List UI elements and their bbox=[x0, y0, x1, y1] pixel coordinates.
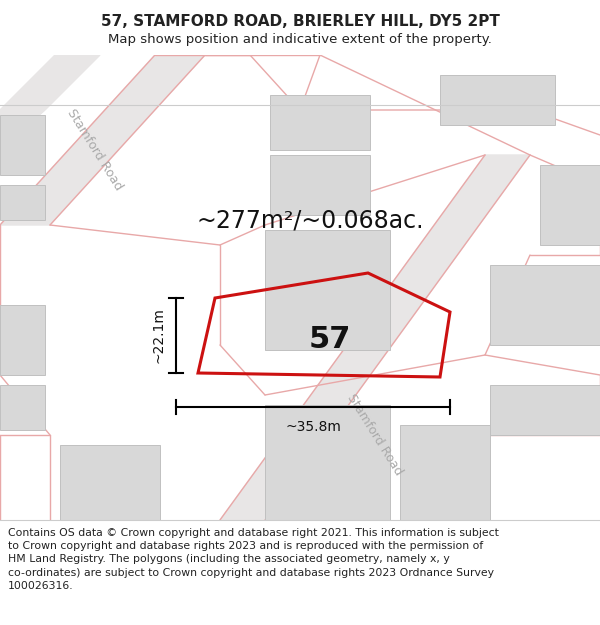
Polygon shape bbox=[270, 155, 370, 215]
Text: ~35.8m: ~35.8m bbox=[285, 420, 341, 434]
Polygon shape bbox=[270, 95, 370, 150]
Text: Stamford Road: Stamford Road bbox=[65, 107, 125, 193]
Polygon shape bbox=[0, 385, 45, 430]
Polygon shape bbox=[0, 55, 100, 150]
Text: Map shows position and indicative extent of the property.: Map shows position and indicative extent… bbox=[108, 34, 492, 46]
Polygon shape bbox=[220, 155, 530, 520]
Polygon shape bbox=[265, 405, 390, 520]
Text: 57, STAMFORD ROAD, BRIERLEY HILL, DY5 2PT: 57, STAMFORD ROAD, BRIERLEY HILL, DY5 2P… bbox=[101, 14, 499, 29]
Text: ~22.1m: ~22.1m bbox=[151, 308, 165, 363]
Text: Stamford Road: Stamford Road bbox=[345, 392, 405, 478]
Polygon shape bbox=[400, 425, 490, 520]
Polygon shape bbox=[0, 115, 45, 175]
Polygon shape bbox=[0, 305, 45, 375]
Text: 57: 57 bbox=[309, 326, 351, 354]
Polygon shape bbox=[490, 385, 600, 435]
Text: ~277m²/~0.068ac.: ~277m²/~0.068ac. bbox=[196, 208, 424, 232]
Text: Contains OS data © Crown copyright and database right 2021. This information is : Contains OS data © Crown copyright and d… bbox=[8, 528, 499, 591]
Polygon shape bbox=[265, 230, 390, 350]
Polygon shape bbox=[540, 165, 600, 245]
Polygon shape bbox=[60, 445, 160, 520]
Polygon shape bbox=[0, 185, 45, 220]
Polygon shape bbox=[440, 75, 555, 125]
Polygon shape bbox=[0, 55, 205, 225]
Polygon shape bbox=[490, 265, 600, 345]
